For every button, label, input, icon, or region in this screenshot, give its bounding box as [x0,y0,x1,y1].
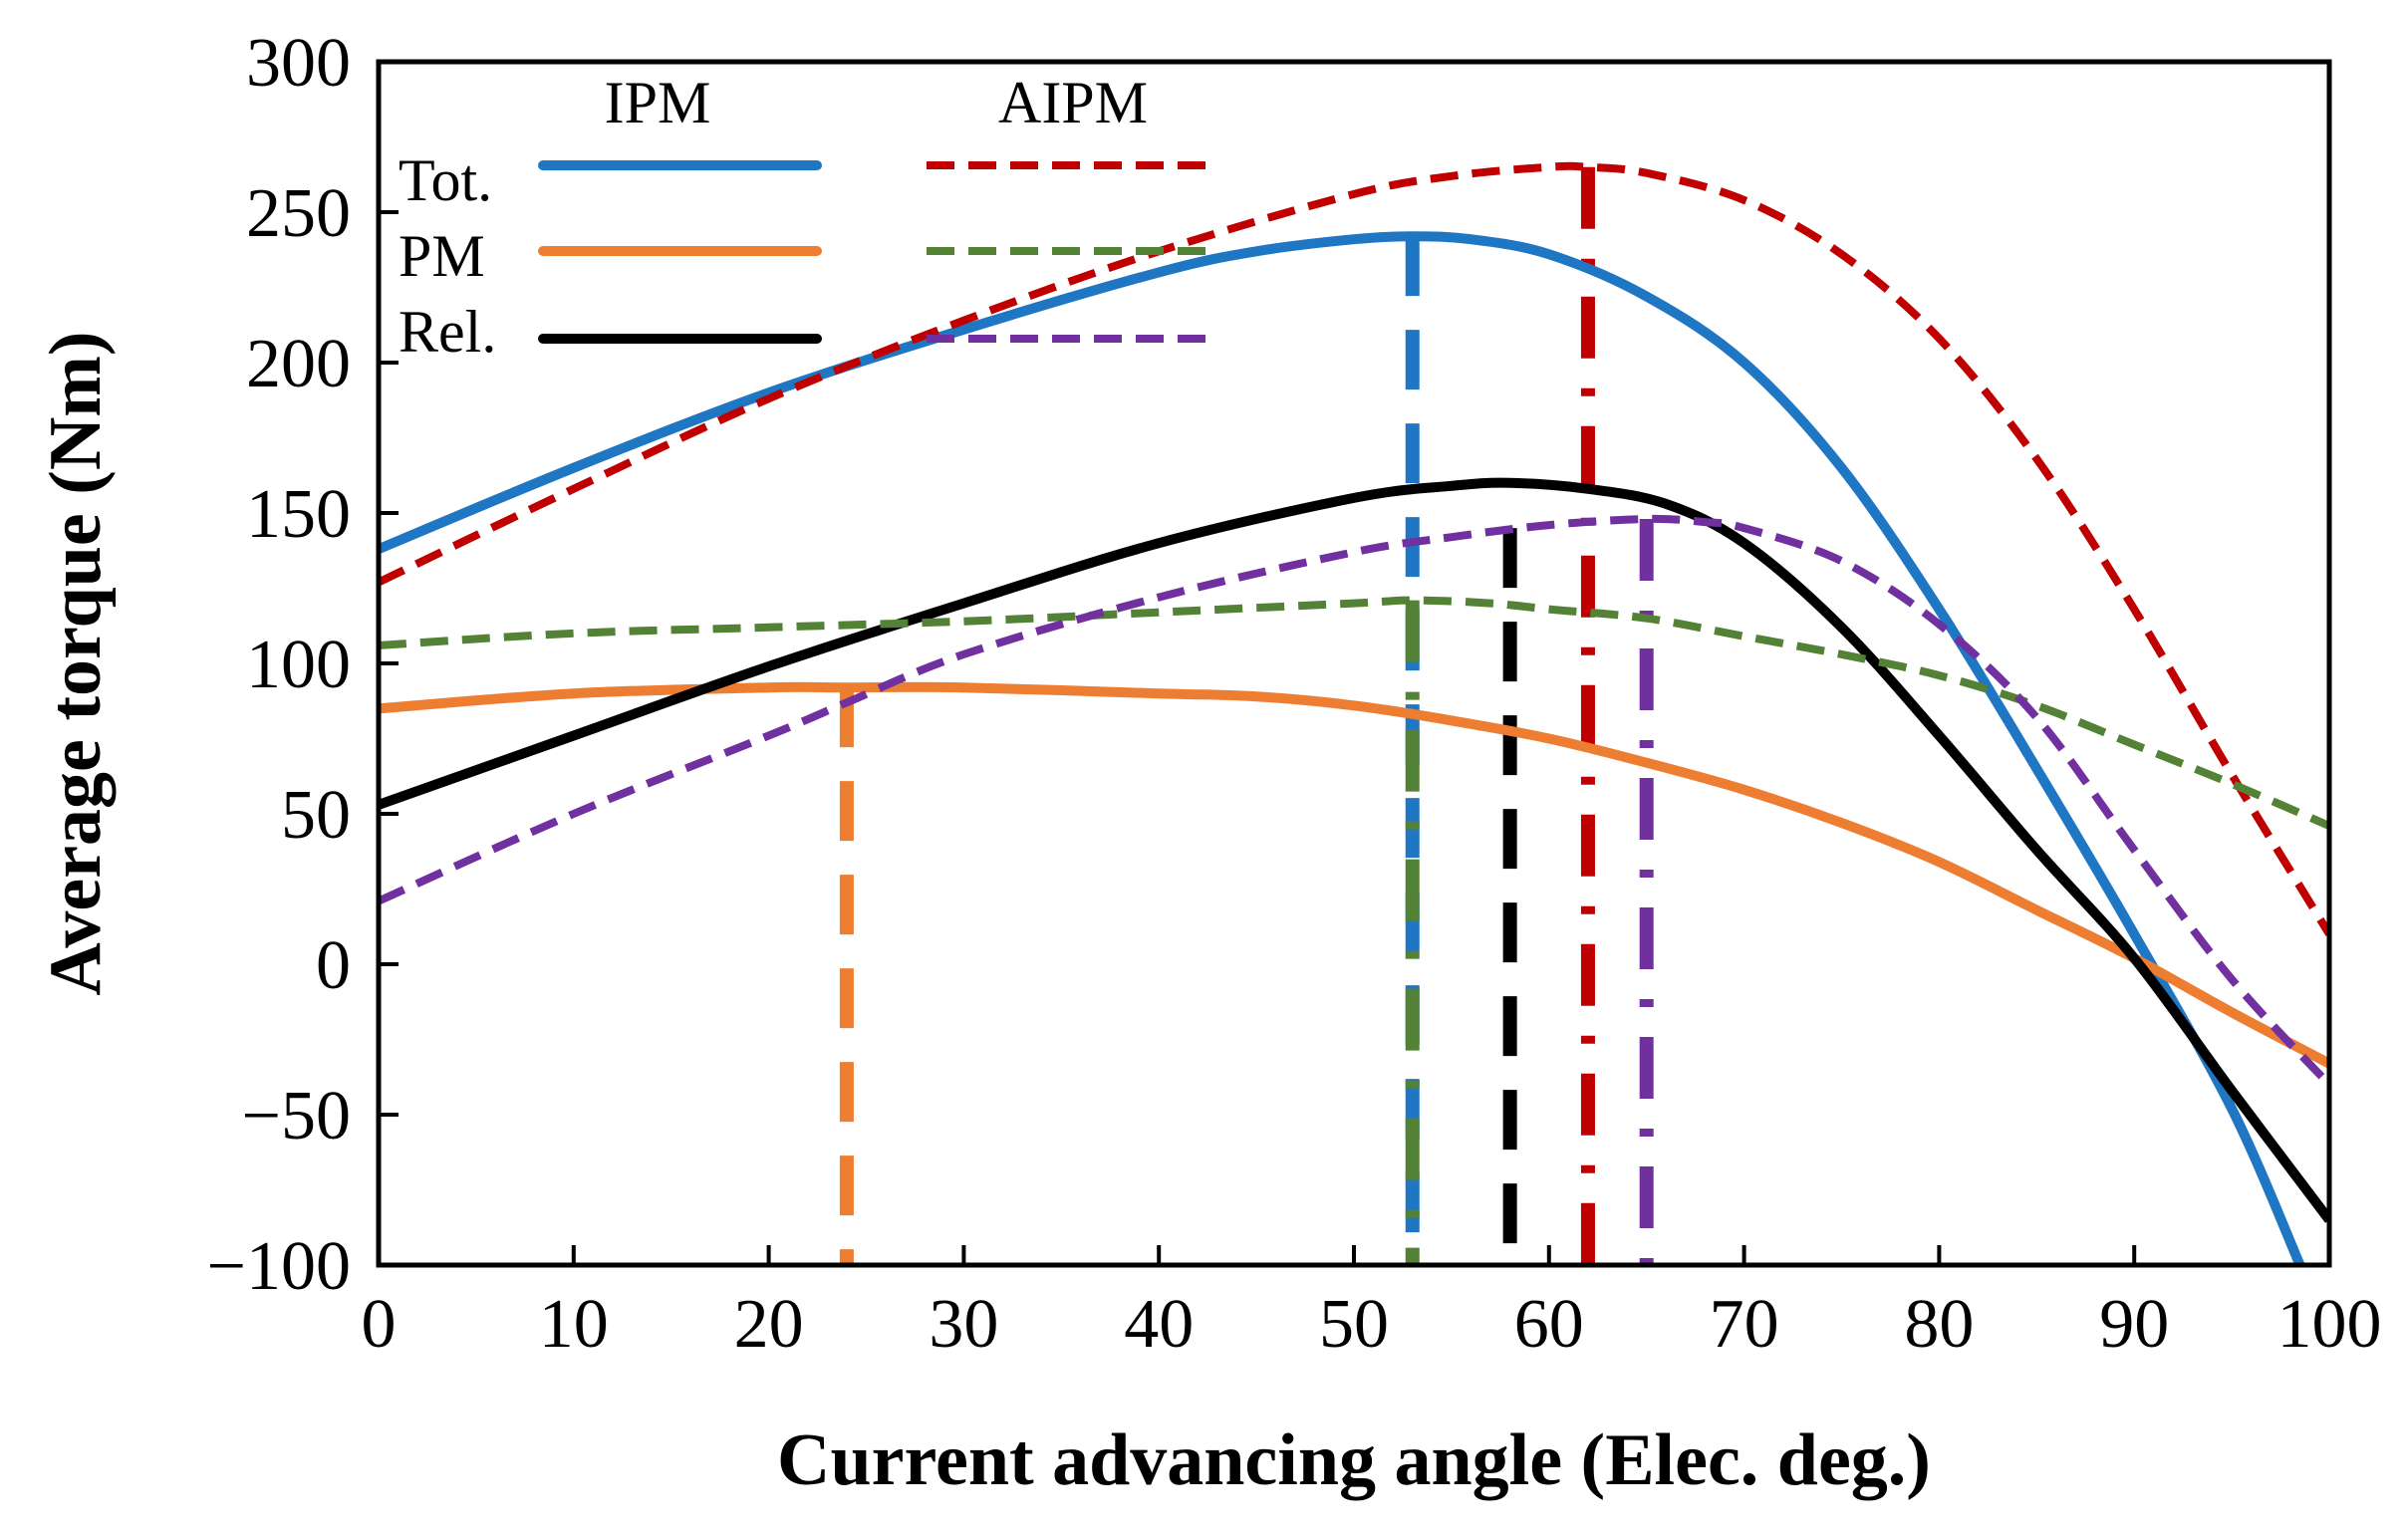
x-tick-label: 60 [1514,1286,1584,1363]
x-tick-label: 90 [2099,1286,2169,1363]
y-tick-label: −50 [242,1078,351,1154]
y-tick-label: 300 [246,25,351,102]
legend-label-tot: Tot. [399,147,492,213]
y-tick-label: 0 [316,927,351,1004]
x-tick-label: 70 [1710,1286,1779,1363]
x-tick-label: 30 [929,1286,998,1363]
x-tick-label: 0 [362,1286,397,1363]
legend-header-aipm: AIPM [998,70,1148,135]
series-line [379,514,2329,1088]
y-tick-label: 250 [246,175,351,252]
x-tick-label: 80 [1904,1286,1974,1363]
y-axis-title: Average torque (Nm) [35,331,117,995]
y-tick-label: −100 [207,1228,351,1305]
legend-label-rel: Rel. [399,299,496,365]
series-lines [379,161,2329,1265]
legend-swatches [538,160,1210,344]
y-axis-ticks: −100 −50 0 50 100 150 200 250 300 [207,25,399,1305]
x-tick-label: 10 [539,1286,609,1363]
series-line [379,681,2329,1069]
x-tick-label: 100 [2277,1286,2382,1363]
legend-label-pm: PM [399,223,485,289]
legend-header-ipm: IPM [605,70,711,135]
x-tick-label: 20 [734,1286,804,1363]
x-tick-label: 50 [1319,1286,1389,1363]
x-axis-ticks: 0 10 20 30 40 50 60 70 80 90 100 [362,1245,2382,1363]
series-line [379,161,2329,936]
x-tick-label: 40 [1124,1286,1194,1363]
y-tick-label: 50 [281,777,351,854]
series-line [379,231,2305,1265]
series-line [379,596,2329,830]
y-tick-label: 100 [246,627,351,703]
max-torque-markers [839,166,1654,1265]
series-line [379,477,2329,1223]
legend: IPM AIPM Tot. PM Rel. [399,70,1210,365]
y-tick-label: 150 [246,476,351,553]
x-axis-title: Current advancing angle (Elec. deg.) [777,1419,1931,1501]
y-tick-label: 200 [246,326,351,402]
